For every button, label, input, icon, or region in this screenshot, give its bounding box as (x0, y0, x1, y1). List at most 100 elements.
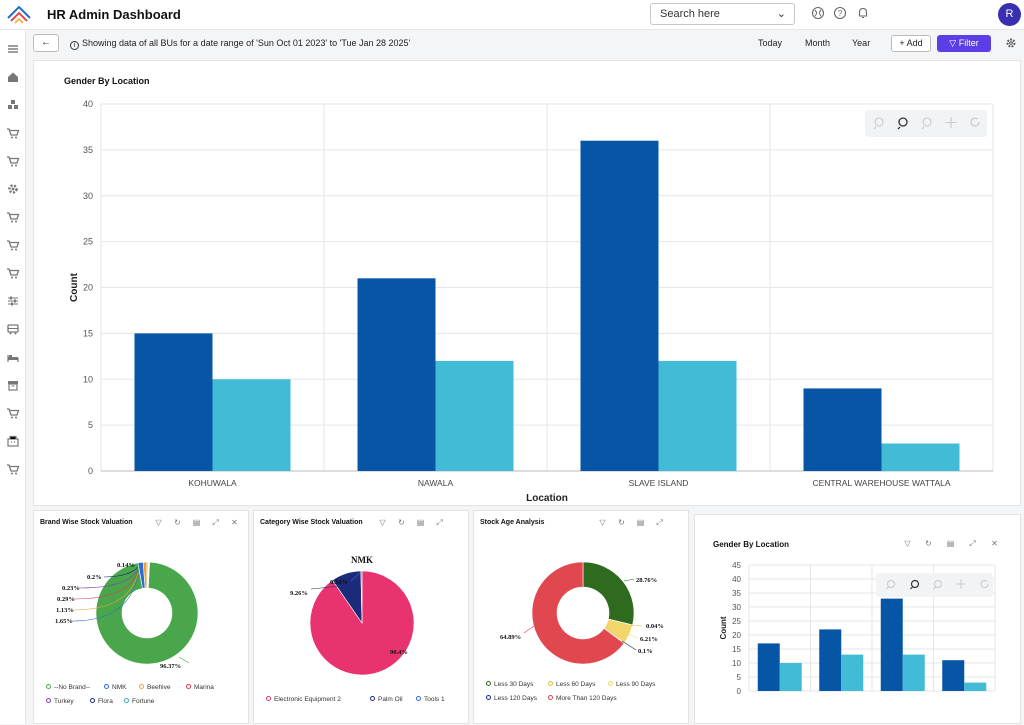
legend-item[interactable]: NMK (104, 684, 126, 691)
legend-label: NMK (112, 684, 127, 691)
legend-marker (46, 684, 51, 689)
archive-icon[interactable] (6, 378, 20, 392)
cart-icon[interactable] (6, 126, 20, 140)
document-icon[interactable]: ▤ (636, 518, 645, 527)
legend-label: Less 90 Days (616, 681, 656, 688)
refresh-icon[interactable]: ↻ (398, 518, 405, 527)
top-bar: HR Admin Dashboard Search here ⌄ ? R (0, 0, 1024, 30)
refresh-icon[interactable]: ↻ (174, 518, 181, 527)
stock-age-card: Stock Age Analysis ▽ ↻ ▤ ⤢ 28.76% 0.04% 6.… (473, 510, 689, 724)
legend-item[interactable]: Flora (90, 698, 113, 705)
info-icon: i (70, 41, 79, 50)
bed-icon[interactable] (6, 350, 20, 364)
reset-zoom-icon[interactable] (980, 580, 989, 589)
expand-icon[interactable]: ⤢ (436, 518, 443, 527)
reset-zoom-icon[interactable] (970, 117, 980, 127)
data-label: 96.37% (160, 663, 181, 670)
data-label: 0.23% (62, 585, 80, 592)
home-icon[interactable] (6, 70, 20, 84)
sliders-icon[interactable] (6, 294, 20, 308)
legend-item[interactable]: Electronic Equipment 2 (266, 696, 341, 703)
y-tick-label: 10 (732, 659, 741, 668)
legend-item[interactable]: Marina (186, 684, 214, 691)
data-label: 28.76% (636, 577, 657, 584)
menu-icon[interactable] (6, 42, 20, 56)
zoom-icon[interactable] (910, 579, 920, 590)
filter-icon[interactable]: ▽ (599, 518, 606, 527)
legend-item[interactable]: Less 60 Days (548, 681, 595, 688)
legend-item[interactable]: Tools 1 (416, 696, 445, 703)
document-icon[interactable]: ▤ (192, 518, 201, 527)
pan-icon[interactable] (956, 579, 966, 589)
boxes-icon[interactable] (6, 98, 20, 112)
expand-icon[interactable]: ⤢ (656, 518, 663, 527)
legend-label: Beehive (147, 684, 171, 691)
label-leader (523, 625, 535, 634)
y-axis-title: Count (719, 616, 728, 639)
data-label: 0.04% (646, 623, 664, 630)
expand-icon[interactable]: ⤢ (212, 518, 219, 527)
filter-icon[interactable]: ▽ (904, 539, 911, 548)
truck-icon[interactable] (6, 322, 20, 336)
expand-icon[interactable]: ⤢ (969, 539, 976, 548)
pan-icon[interactable] (945, 117, 957, 128)
help-icon[interactable]: ? (833, 6, 847, 20)
add-button[interactable]: + Add (891, 35, 931, 52)
bar (435, 360, 514, 471)
cart-icon[interactable] (6, 154, 20, 168)
close-icon[interactable]: ✕ (991, 539, 998, 548)
bar (803, 388, 882, 471)
legend-marker (608, 681, 613, 686)
legend-item[interactable]: Turkey (46, 698, 74, 705)
settings-icon[interactable] (1005, 37, 1017, 49)
globe-icon[interactable] (811, 6, 825, 20)
legend-item[interactable]: Less 90 Days (608, 681, 655, 688)
legend-marker (46, 698, 51, 703)
today-button[interactable]: Today (758, 38, 783, 48)
gear-icon[interactable] (6, 182, 20, 196)
cart-icon[interactable] (6, 406, 20, 420)
building-icon[interactable] (6, 434, 20, 448)
refresh-icon[interactable]: ↻ (618, 518, 625, 527)
legend-item[interactable]: Less 120 Days (486, 695, 537, 702)
logo-icon[interactable] (6, 4, 32, 26)
data-label: 0.2% (87, 574, 102, 581)
legend-item[interactable]: More Than 120 Days (548, 695, 617, 702)
bar (902, 654, 925, 691)
document-icon[interactable]: ▤ (416, 518, 425, 527)
bar (942, 660, 965, 691)
zoom-out-icon[interactable] (933, 580, 942, 590)
zoom-icon[interactable] (897, 117, 908, 130)
label-leader (621, 640, 637, 651)
cart-icon[interactable] (6, 210, 20, 224)
legend-marker (90, 698, 95, 703)
cart-icon[interactable] (6, 266, 20, 280)
legend-label: Tools 1 (424, 696, 445, 703)
filter-icon[interactable]: ▽ (379, 518, 386, 527)
legend-item[interactable]: Beehive (139, 684, 171, 691)
avatar[interactable]: R (998, 3, 1021, 26)
zoom-in-icon[interactable] (873, 117, 884, 130)
refresh-icon[interactable]: ↻ (925, 539, 932, 548)
legend-label: Electronic Equipment 2 (274, 696, 341, 703)
month-button[interactable]: Month (805, 38, 831, 48)
document-icon[interactable]: ▤ (946, 539, 955, 548)
search-dropdown[interactable]: Search here ⌄ (650, 3, 795, 25)
cart-icon[interactable] (6, 462, 20, 476)
legend-label: Fortune (132, 698, 155, 705)
legend-item[interactable]: Less 30 Days (486, 681, 533, 688)
legend-marker (486, 681, 491, 686)
card-tools: ▽ ↻ ▤ ⤢ (598, 518, 688, 528)
cart-icon[interactable] (6, 238, 20, 252)
filter-icon[interactable]: ▽ (155, 518, 162, 527)
legend-item[interactable]: Palm Oil (370, 696, 403, 703)
back-button[interactable]: ← (33, 34, 59, 52)
bell-icon[interactable] (856, 6, 870, 20)
zoom-out-icon[interactable] (921, 117, 932, 130)
legend-item[interactable]: --No Brand-- (46, 684, 90, 691)
close-icon[interactable]: ✕ (231, 518, 238, 527)
filter-button[interactable]: ▽ Filter (937, 35, 991, 52)
year-button[interactable]: Year (852, 38, 871, 48)
zoom-in-icon[interactable] (886, 580, 895, 590)
legend-item[interactable]: Fortune (124, 698, 154, 705)
